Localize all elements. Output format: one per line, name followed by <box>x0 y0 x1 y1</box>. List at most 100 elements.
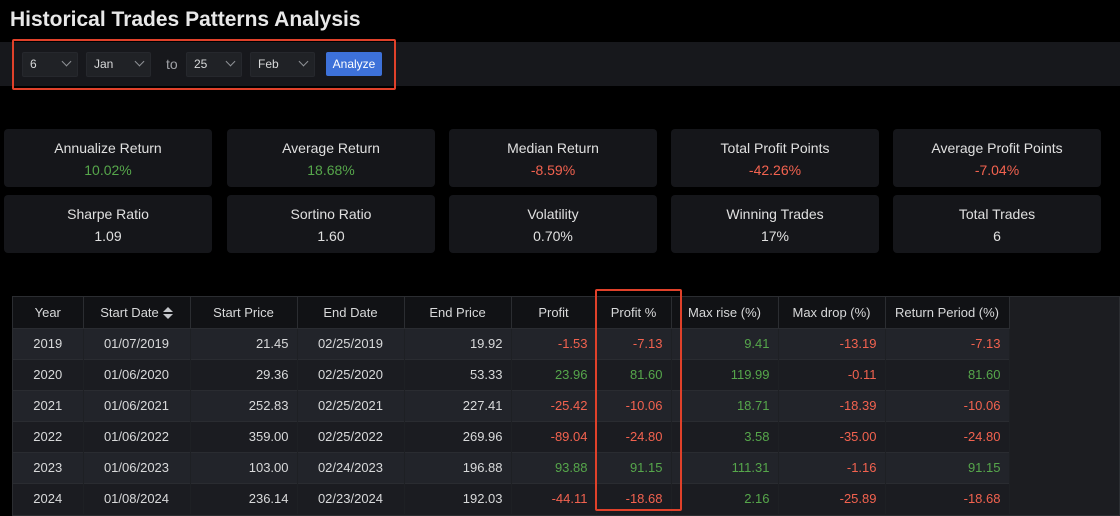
column-header[interactable]: Start Date <box>83 297 191 328</box>
stat-value: -8.59% <box>530 162 576 178</box>
table-cell: -24.80 <box>885 420 1010 452</box>
stat-card: Total Trades 6 <box>893 195 1101 253</box>
column-header[interactable]: Max rise (%) <box>671 297 779 328</box>
stat-label: Average Profit Points <box>931 140 1063 156</box>
table-cell: 81.60 <box>596 358 672 390</box>
stat-value: 1.60 <box>317 228 345 244</box>
table-cell: 196.88 <box>404 451 512 483</box>
table-cell: 2.16 <box>671 482 779 514</box>
start-month-value: Jan <box>94 57 114 71</box>
column-header[interactable]: Profit <box>511 297 597 328</box>
stat-card: Average Return 18.68% <box>227 129 435 187</box>
column-header[interactable]: Start Price <box>190 297 298 328</box>
analyze-button[interactable]: Analyze <box>326 52 382 76</box>
column-header[interactable]: Profit % <box>596 297 672 328</box>
stat-card: Annualize Return 10.02% <box>4 129 212 187</box>
column-header-label: Start Price <box>213 304 274 320</box>
table-cell: 192.03 <box>404 482 512 514</box>
table-cell: 01/06/2022 <box>83 420 191 452</box>
table-cell: 2023 <box>13 451 84 483</box>
stat-card: Sortino Ratio 1.60 <box>227 195 435 253</box>
table-cell: 2022 <box>13 420 84 452</box>
table-cell: 227.41 <box>404 389 512 421</box>
table-cell: -13.19 <box>778 327 886 359</box>
table-cell: 236.14 <box>190 482 298 514</box>
start-month-select[interactable]: Jan <box>86 52 151 77</box>
table-cell: 2019 <box>13 327 84 359</box>
column-header-label: Year <box>34 304 61 320</box>
start-day-select[interactable]: 6 <box>22 52 78 77</box>
stat-card: Volatility 0.70% <box>449 195 657 253</box>
table-cell: -25.89 <box>778 482 886 514</box>
end-month-select[interactable]: Feb <box>250 52 315 77</box>
table-cell: -1.53 <box>511 327 597 359</box>
start-day-value: 6 <box>30 57 37 71</box>
controls-highlight-box <box>12 39 396 90</box>
stat-label: Total Trades <box>958 206 1036 222</box>
table-cell: -24.80 <box>596 420 672 452</box>
table-cell: 02/25/2022 <box>297 420 405 452</box>
table-cell: 103.00 <box>190 451 298 483</box>
stat-value: 0.70% <box>533 228 573 244</box>
stat-card: Sharpe Ratio 1.09 <box>4 195 212 253</box>
table-cell: 18.71 <box>671 389 779 421</box>
trades-table: Year Start Date Start Price End Date End Pri… <box>13 297 1010 514</box>
stat-label: Winning Trades <box>726 206 824 222</box>
table-cell: 01/06/2020 <box>83 358 191 390</box>
stat-label: Median Return <box>507 140 599 156</box>
table-cell: 01/06/2023 <box>83 451 191 483</box>
table-cell: 2024 <box>13 482 84 514</box>
table-cell: 91.15 <box>596 451 672 483</box>
table-cell: -0.11 <box>778 358 886 390</box>
column-header-label: Profit % <box>610 304 657 320</box>
table-cell: -18.68 <box>596 482 672 514</box>
table-cell: 02/25/2020 <box>297 358 405 390</box>
sort-icon[interactable] <box>162 307 173 320</box>
to-label: to <box>166 56 178 72</box>
table-cell: -10.06 <box>596 389 672 421</box>
table-cell: -18.39 <box>778 389 886 421</box>
stat-label: Volatility <box>527 206 579 222</box>
table-cell: 359.00 <box>190 420 298 452</box>
stat-label: Sortino Ratio <box>290 206 372 222</box>
table-cell: 53.33 <box>404 358 512 390</box>
stat-card: Winning Trades 17% <box>671 195 879 253</box>
page-title: Historical Trades Patterns Analysis <box>10 8 361 31</box>
table-cell: 269.96 <box>404 420 512 452</box>
column-header[interactable]: End Price <box>404 297 512 328</box>
stat-value: 17% <box>760 228 790 244</box>
table-cell: 23.96 <box>511 358 597 390</box>
column-header[interactable]: Return Period (%) <box>885 297 1010 328</box>
trades-table-container: Year Start Date Start Price End Date End Pri… <box>12 296 1120 516</box>
column-header-label: End Price <box>429 304 486 320</box>
column-header[interactable]: End Date <box>297 297 405 328</box>
column-header[interactable]: Max drop (%) <box>778 297 886 328</box>
table-cell: 19.92 <box>404 327 512 359</box>
column-header-label: Profit <box>538 304 569 320</box>
end-day-value: 25 <box>194 57 208 71</box>
end-day-select[interactable]: 25 <box>186 52 242 77</box>
column-header-label: Max rise (%) <box>688 304 761 320</box>
table-cell: -44.11 <box>511 482 597 514</box>
table-cell: -35.00 <box>778 420 886 452</box>
column-header[interactable]: Year <box>13 297 84 328</box>
table-row: 2022 01/06/2022 359.00 02/25/2022 269.96 -89.… <box>13 420 1010 452</box>
table-row: 2019 01/07/2019 21.45 02/25/2019 19.92 -1.53-… <box>13 327 1010 359</box>
stat-value: 18.68% <box>307 162 355 178</box>
table-cell: -25.42 <box>511 389 597 421</box>
stat-value: 10.02% <box>84 162 132 178</box>
table-cell: 21.45 <box>190 327 298 359</box>
stat-label: Average Return <box>282 140 380 156</box>
table-cell: -7.13 <box>885 327 1010 359</box>
table-body: 2019 01/07/2019 21.45 02/25/2019 19.92 -1.53-… <box>13 327 1010 514</box>
table-cell: -7.13 <box>596 327 672 359</box>
table-cell: 02/25/2019 <box>297 327 405 359</box>
table-cell: -10.06 <box>885 389 1010 421</box>
table-row: 2021 01/06/2021 252.83 02/25/2021 227.41 -25.… <box>13 389 1010 421</box>
table-cell: 2020 <box>13 358 84 390</box>
stat-card: Median Return -8.59% <box>449 129 657 187</box>
table-cell: 29.36 <box>190 358 298 390</box>
table-cell: 252.83 <box>190 389 298 421</box>
table-cell: 01/08/2024 <box>83 482 191 514</box>
column-header-label: Start Date <box>100 304 159 320</box>
